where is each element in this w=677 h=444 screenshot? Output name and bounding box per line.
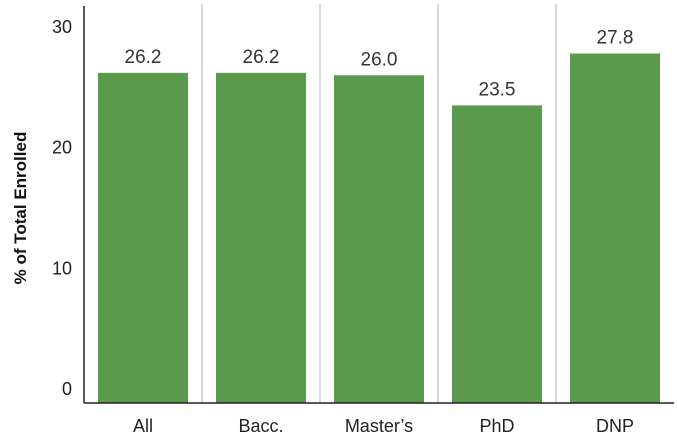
- x-tick-label-4: DNP: [596, 416, 634, 436]
- bar-2: [334, 75, 424, 404]
- x-tick-labels: All Bacc. Master’s PhD DNP: [133, 416, 634, 436]
- x-tick-label-0: All: [133, 416, 153, 436]
- data-label-0: 26.2: [125, 47, 162, 68]
- data-label-2: 26.0: [361, 49, 398, 70]
- y-tick-label: 20: [52, 138, 72, 158]
- data-label-3: 23.5: [479, 79, 516, 100]
- y-tick-labels: 0 10 20 30: [52, 17, 72, 399]
- y-axis-title: % of Total Enrolled: [11, 132, 30, 285]
- category-separators: [201, 4, 557, 403]
- bar-1: [216, 72, 306, 403]
- y-tick-label: 0: [62, 379, 72, 399]
- bar-3: [452, 105, 542, 403]
- bar-4: [570, 53, 660, 404]
- x-tick-label-1: Bacc.: [238, 416, 283, 436]
- x-tick-label-3: PhD: [479, 416, 514, 436]
- data-labels-group: 26.2 26.2 26.0 23.5 27.8: [125, 28, 634, 101]
- data-label-4: 27.8: [597, 28, 634, 49]
- y-tick-label: 30: [52, 17, 72, 37]
- bars-group: [98, 53, 660, 404]
- x-tick-label-2: Master’s: [345, 416, 413, 436]
- data-label-1: 26.2: [243, 47, 280, 68]
- y-tick-label: 10: [52, 258, 72, 278]
- bar-0: [98, 72, 188, 403]
